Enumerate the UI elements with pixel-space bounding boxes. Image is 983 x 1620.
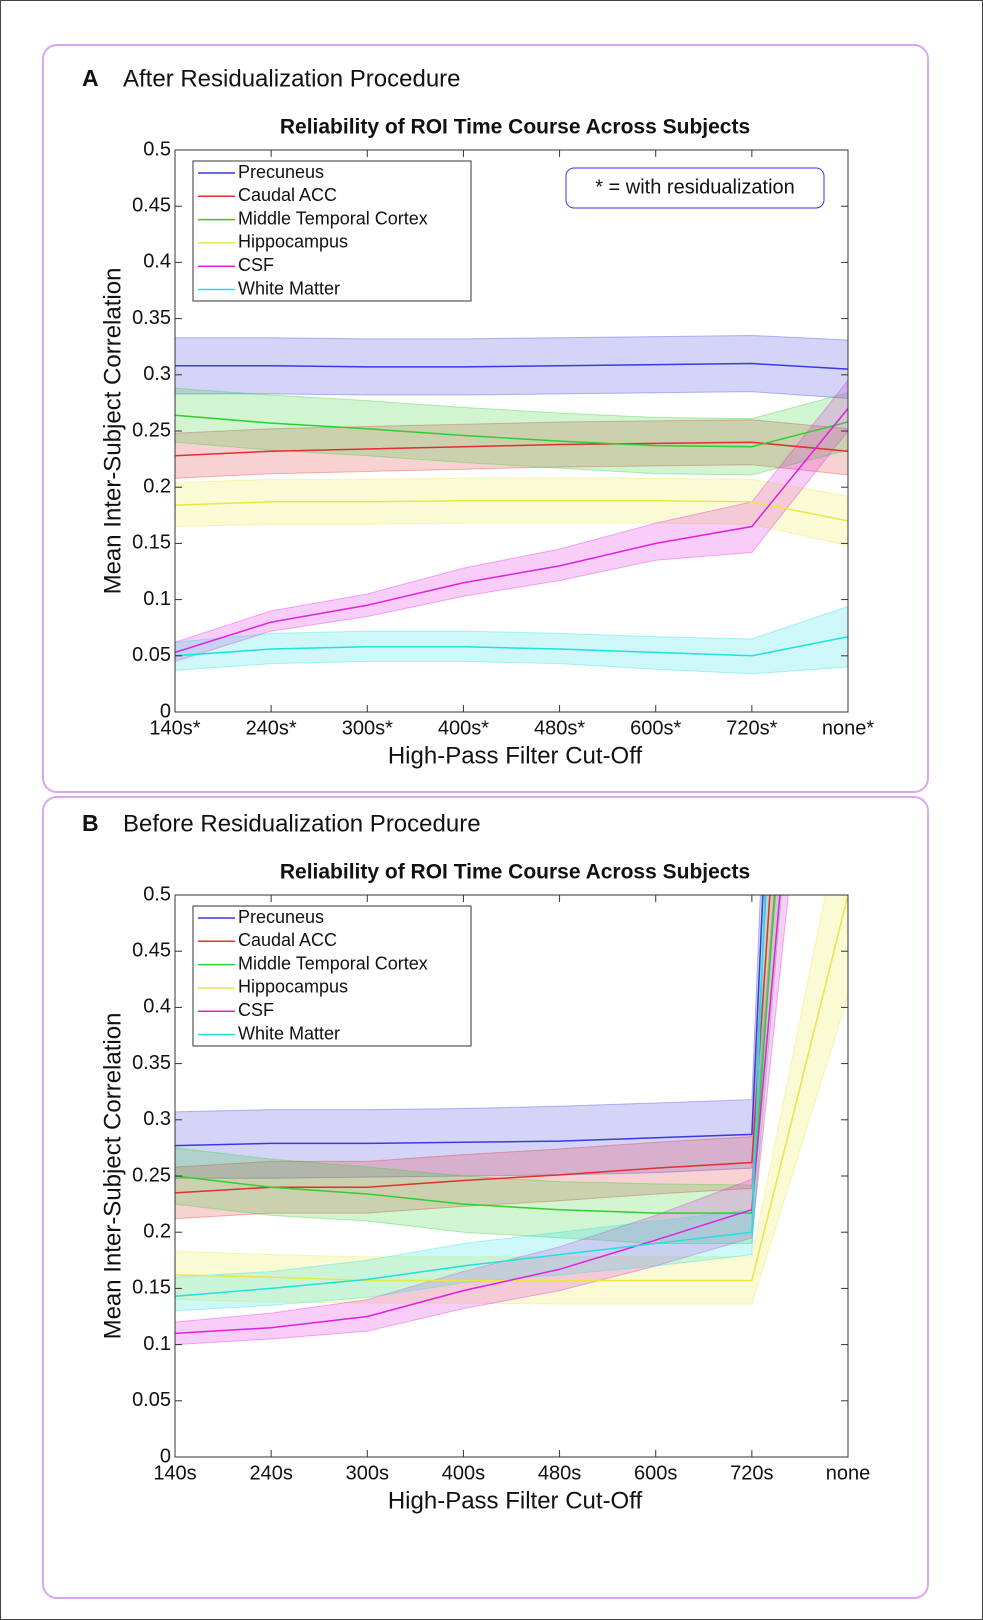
y-tick-label: 0.25 [132,419,171,441]
annotation: * = with residualization [595,176,795,198]
y-tick-label: 0.3 [143,1108,171,1130]
y-tick-label: 0.2 [143,475,171,497]
panel-subtitle: Before Residualization Procedure [123,810,481,837]
x-tick-label: none [826,1462,871,1484]
series-line [175,362,848,370]
confidence-band [175,379,848,662]
annotation-box [565,167,825,209]
x-axis-label: High-Pass Filter Cut-Off [388,742,643,769]
y-tick-label: 0.1 [143,588,171,610]
confidence-band [175,387,848,476]
legend-label: Precuneus [238,162,324,182]
y-tick-label: 0 [160,700,171,722]
series-line [175,499,848,522]
x-tick-label: 600s [634,1462,677,1484]
legend-label: CSF [238,1000,274,1020]
y-tick-label: 0.1 [143,1333,171,1355]
y-tick-label: 0.5 [143,138,171,160]
series-line [175,895,766,1298]
x-tick-label: 140s [153,1462,196,1484]
legend-box [192,160,472,302]
plot-data [175,895,848,1346]
legend-label: Middle Temporal Cortex [238,208,428,228]
confidence-band [175,895,767,1179]
panel-frame [42,796,929,1599]
y-tick-label: 0.5 [143,883,171,905]
x-tick-label: 240s [249,1462,292,1484]
y-tick-label: 0.45 [132,939,171,961]
y-tick-label: 0 [160,1445,171,1467]
panel-label: B [82,810,99,836]
series-line [175,441,848,457]
y-tick-label: 0.4 [143,251,171,273]
x-tick-label: 300s* [342,717,393,739]
panel-label: A [82,65,99,91]
y-tick-label: 0.45 [132,194,171,216]
series-line [175,895,764,1147]
x-tick-label: none* [822,717,874,739]
legend-label: Hippocampus [238,977,348,997]
series-line [175,895,781,1335]
y-tick-label: 0.15 [132,532,171,554]
x-tick-label: 400s* [438,717,489,739]
series-line [175,414,848,448]
panel-frame [42,44,929,793]
legend-label: CSF [238,255,274,275]
series-line [175,895,771,1194]
series-line [175,635,848,657]
x-tick-label: 480s [538,1462,581,1484]
plot-data [175,334,848,675]
x-tick-label: 720s* [726,717,777,739]
confidence-band [175,895,848,1305]
series-line [175,895,776,1214]
legend-label: Caudal ACC [238,930,337,950]
x-tick-label: 720s [730,1462,773,1484]
legend-label: Middle Temporal Cortex [238,953,428,973]
y-tick-label: 0.25 [132,1164,171,1186]
legend-label: White Matter [238,278,340,298]
panel-subtitle: After Residualization Procedure [123,65,461,92]
confidence-band [175,477,848,547]
y-tick-label: 0.05 [132,644,171,666]
y-tick-label: 0.3 [143,363,171,385]
y-tick-label: 0.4 [143,996,171,1018]
x-tick-label: 400s [442,1462,485,1484]
chart-title: Reliability of ROI Time Course Across Su… [280,861,750,884]
y-tick-label: 0.15 [132,1277,171,1299]
y-tick-label: 0.35 [132,307,171,329]
y-tick-label: 0.35 [132,1052,171,1074]
chart-title: Reliability of ROI Time Course Across Su… [280,116,750,139]
confidence-band [175,419,848,479]
legend-box [192,905,472,1047]
x-tick-label: 600s* [630,717,681,739]
x-tick-label: 300s [346,1462,389,1484]
confidence-band [175,605,848,675]
legend-label: White Matter [238,1023,340,1043]
x-tick-label: 240s* [246,717,297,739]
x-axis-label: High-Pass Filter Cut-Off [388,1487,643,1514]
legend-label: Hippocampus [238,232,348,252]
legend-label: Precuneus [238,907,324,927]
confidence-band [175,895,782,1244]
x-tick-label: 140s* [149,717,200,739]
confidence-band [175,895,770,1312]
legend-label: Caudal ACC [238,185,337,205]
confidence-band [175,895,777,1220]
y-axis-label: Mean Inter-Subject Correlation [99,268,126,595]
x-tick-label: 480s* [534,717,585,739]
series-line [175,408,848,654]
y-tick-label: 0.05 [132,1389,171,1411]
y-tick-label: 0.2 [143,1220,171,1242]
y-axis-label: Mean Inter-Subject Correlation [99,1013,126,1340]
